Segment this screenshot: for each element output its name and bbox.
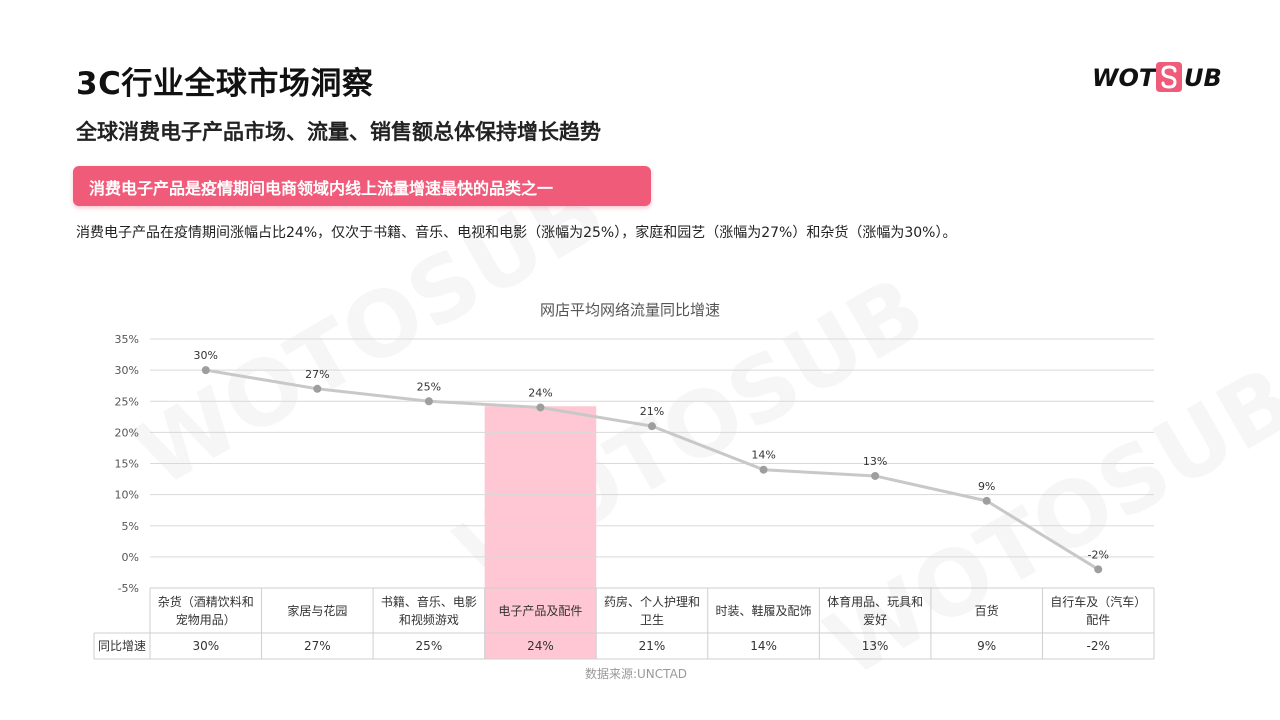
highlight-banner-text: 消费电子产品是疫情期间电商领域内线上流量增速最快的品类之一 (89, 179, 554, 198)
highlight-banner: 消费电子产品是疫情期间电商领域内线上流量增速最快的品类之一 (73, 166, 651, 206)
y-tick-label: 10% (115, 489, 139, 502)
logo-text-right: UB (1184, 64, 1222, 92)
series-line (205, 368, 1100, 571)
x-tick-label: 药房、个人护理和 (604, 594, 700, 609)
table-cell-value: 30% (192, 639, 219, 653)
data-point (1094, 565, 1103, 574)
highlight-column (484, 406, 597, 659)
y-tick-label: 30% (115, 364, 139, 377)
data-point (201, 366, 210, 375)
logo-mark-icon (1156, 62, 1182, 92)
table-cell-value: 25% (416, 639, 443, 653)
description-text: 消费电子产品在疫情期间涨幅占比24%，仅次于书籍、音乐、电视和电影（涨幅为25%… (76, 225, 957, 241)
page-title: 3C行业全球市场洞察 (76, 66, 374, 102)
data-label: 30% (194, 349, 218, 362)
data-label: 27% (305, 368, 329, 381)
data-point (759, 465, 768, 474)
x-tick-label: 电子产品及配件 (498, 604, 582, 618)
data-point (424, 397, 433, 406)
data-label: 24% (528, 386, 552, 399)
table-cell-value: 13% (862, 639, 889, 653)
x-tick-label: 时装、鞋履及配饰 (716, 603, 812, 618)
data-point (313, 384, 322, 393)
data-point (536, 403, 545, 412)
y-tick-label: -5% (118, 582, 139, 595)
data-label: 25% (417, 380, 441, 393)
x-tick-label: 自行车及（汽车） (1050, 594, 1146, 609)
table-cell-value: 21% (639, 639, 666, 653)
x-tick-label: 卫生 (640, 613, 664, 627)
data-point (871, 471, 880, 480)
x-tick-label: 爱好 (863, 613, 887, 627)
data-label: 13% (863, 455, 887, 468)
brand-logo: WOTO UB (1092, 56, 1226, 102)
x-tick-label: 百货 (975, 603, 999, 618)
y-tick-label: 5% (122, 520, 139, 533)
x-tick-label: 体育用品、玩具和 (827, 594, 923, 609)
data-point (648, 422, 656, 431)
y-tick-label: 0% (122, 551, 139, 564)
table-row-label: 同比增速 (98, 639, 146, 653)
data-label: 21% (640, 405, 664, 418)
y-tick-label: 20% (115, 426, 139, 439)
chart-title: 网店平均网络流量同比增速 (539, 301, 720, 319)
x-tick-label: 家居与花园 (287, 603, 347, 618)
data-label: 9% (978, 480, 995, 493)
x-tick-label: 书籍、音乐、电影 (381, 594, 477, 609)
x-tick-label: 和视频游戏 (399, 612, 459, 627)
table-cell-value: 14% (750, 639, 777, 653)
y-tick-label: 35% (115, 333, 139, 346)
table-cell-value: 27% (304, 639, 331, 653)
y-tick-label: 25% (115, 395, 139, 408)
table-cell-value: 24% (527, 639, 554, 653)
page-subtitle: 全球消费电子产品市场、流量、销售额总体保持增长趋势 (76, 120, 601, 144)
y-tick-label: 15% (115, 458, 139, 471)
data-source: 数据来源:UNCTAD (584, 667, 688, 681)
table-cell-value: 9% (977, 639, 996, 653)
x-tick-label: 杂货（酒精饮料和 (158, 594, 254, 609)
x-tick-label: 宠物用品） (176, 612, 236, 627)
data-point (982, 496, 991, 505)
data-label: -2% (1088, 548, 1109, 561)
x-tick-label: 配件 (1086, 613, 1110, 627)
data-label: 14% (751, 449, 775, 462)
table-cell-value: -2% (1087, 639, 1110, 653)
